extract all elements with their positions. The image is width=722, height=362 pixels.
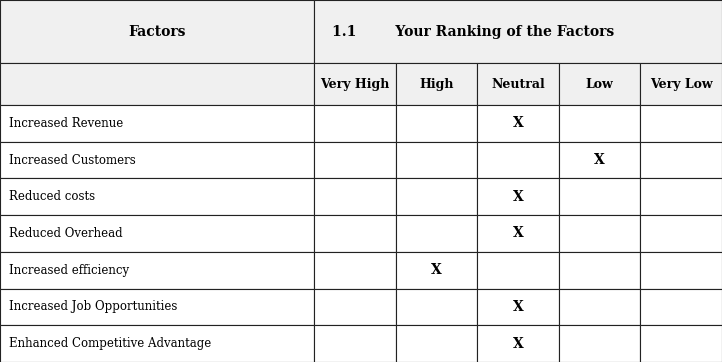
Bar [396, 325, 477, 362]
Bar [477, 63, 559, 105]
Text: X: X [513, 300, 523, 314]
Text: X: X [513, 116, 523, 130]
Bar [0, 142, 314, 178]
Bar [640, 325, 722, 362]
Bar [396, 105, 477, 142]
Text: Very Low: Very Low [650, 78, 713, 90]
Bar [314, 63, 396, 105]
Bar [477, 252, 559, 289]
Bar [0, 0, 314, 63]
Bar [314, 178, 396, 215]
Bar [314, 105, 396, 142]
Text: 1.1        Your Ranking of the Factors: 1.1 Your Ranking of the Factors [332, 25, 614, 39]
Bar [640, 289, 722, 325]
Bar [396, 63, 477, 105]
Bar [559, 289, 640, 325]
Bar [477, 178, 559, 215]
Bar [559, 105, 640, 142]
Bar [314, 142, 396, 178]
Text: High: High [419, 78, 453, 90]
Bar [0, 63, 314, 105]
Text: X: X [513, 190, 523, 204]
Bar [314, 0, 722, 63]
Bar [559, 63, 640, 105]
Bar [640, 63, 722, 105]
Text: X: X [513, 337, 523, 351]
Bar [0, 325, 314, 362]
Bar [314, 215, 396, 252]
Bar [396, 289, 477, 325]
Bar [640, 215, 722, 252]
Bar [396, 178, 477, 215]
Text: Increased Job Opportunities: Increased Job Opportunities [9, 300, 177, 313]
Bar [314, 325, 396, 362]
Bar [396, 252, 477, 289]
Bar [640, 252, 722, 289]
Bar [640, 105, 722, 142]
Text: Reduced costs: Reduced costs [9, 190, 95, 203]
Text: Increased Customers: Increased Customers [9, 153, 136, 167]
Bar [0, 289, 314, 325]
Bar [477, 215, 559, 252]
Bar [314, 252, 396, 289]
Bar [0, 105, 314, 142]
Bar [396, 142, 477, 178]
Bar [559, 142, 640, 178]
Bar [0, 215, 314, 252]
Text: Enhanced Competitive Advantage: Enhanced Competitive Advantage [9, 337, 211, 350]
Bar [477, 105, 559, 142]
Text: Very High: Very High [320, 78, 390, 90]
Bar [477, 289, 559, 325]
Text: X: X [594, 153, 605, 167]
Text: Increased Revenue: Increased Revenue [9, 117, 123, 130]
Bar [477, 142, 559, 178]
Text: Factors: Factors [129, 25, 186, 39]
Bar [314, 289, 396, 325]
Text: X: X [431, 263, 442, 277]
Bar [559, 252, 640, 289]
Bar [559, 325, 640, 362]
Bar [640, 178, 722, 215]
Text: Low: Low [586, 78, 614, 90]
Text: X: X [513, 227, 523, 240]
Text: Increased efficiency: Increased efficiency [9, 264, 129, 277]
Bar [477, 325, 559, 362]
Bar [0, 178, 314, 215]
Bar [640, 142, 722, 178]
Bar [559, 215, 640, 252]
Text: Reduced Overhead: Reduced Overhead [9, 227, 122, 240]
Bar [559, 178, 640, 215]
Text: Neutral: Neutral [491, 78, 545, 90]
Bar [0, 252, 314, 289]
Bar [396, 215, 477, 252]
